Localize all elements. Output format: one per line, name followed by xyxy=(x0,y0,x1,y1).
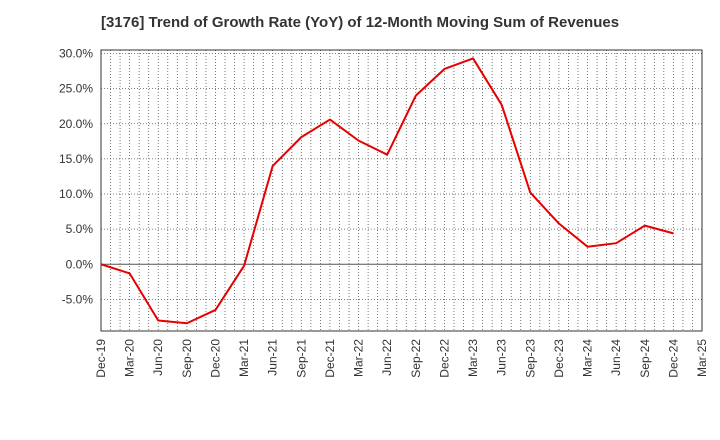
x-tick-label: Dec-19 xyxy=(94,339,108,378)
x-tick-label: Mar-23 xyxy=(466,339,480,377)
x-tick-label: Dec-20 xyxy=(208,339,222,378)
x-tick-label: Sep-23 xyxy=(523,339,537,378)
x-tick-label: Sep-24 xyxy=(638,339,652,378)
chart-title: [3176] Trend of Growth Rate (YoY) of 12-… xyxy=(100,14,620,31)
x-tick-label: Sep-22 xyxy=(409,339,423,378)
y-tick-label: -5.0% xyxy=(62,292,94,306)
y-tick-label: 15.0% xyxy=(59,152,93,166)
x-tick-label: Dec-24 xyxy=(666,339,680,378)
y-tick-label: 20.0% xyxy=(59,117,93,131)
y-tick-label: 25.0% xyxy=(59,82,93,96)
x-tick-label: Dec-22 xyxy=(437,339,451,378)
x-tick-label: Mar-22 xyxy=(352,339,366,377)
plot-area xyxy=(100,49,703,332)
x-tick-label: Jun-21 xyxy=(266,339,280,376)
x-axis-labels: Dec-19 Mar-20 Jun-20 Sep-20 Dec-20 Mar-21 Jun-… xyxy=(94,339,709,378)
x-tick-label: Jun-24 xyxy=(609,339,623,376)
x-tick-label: Dec-21 xyxy=(323,339,337,378)
x-tick-label: Sep-21 xyxy=(294,339,308,378)
y-tick-label: 30.0% xyxy=(59,47,93,61)
x-tick-label: Jun-20 xyxy=(151,339,165,376)
y-axis-labels: 30.0% 25.0% 20.0% 15.0% 10.0% 5.0% 0.0% -5.0% xyxy=(59,47,93,307)
x-tick-label: Mar-24 xyxy=(581,339,595,377)
x-tick-label: Sep-20 xyxy=(180,339,194,378)
y-tick-label: 5.0% xyxy=(66,222,94,236)
x-tick-label: Jun-23 xyxy=(495,339,509,376)
x-tick-label: Mar-20 xyxy=(123,339,137,377)
x-tick-label: Mar-25 xyxy=(695,339,709,377)
x-tick-label: Dec-23 xyxy=(552,339,566,378)
grid-lines xyxy=(101,50,702,331)
y-tick-label: 0.0% xyxy=(66,257,94,271)
y-tick-label: 10.0% xyxy=(59,187,93,201)
series-layer xyxy=(100,57,674,325)
series-line xyxy=(100,57,674,325)
x-tick-label: Mar-21 xyxy=(237,339,251,377)
x-tick-label: Jun-22 xyxy=(380,339,394,376)
